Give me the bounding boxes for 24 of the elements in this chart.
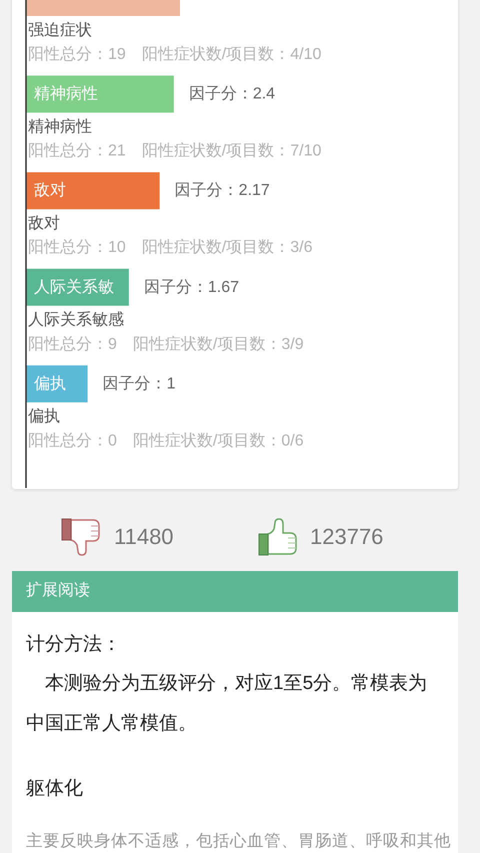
y-tick-label: 敌对 <box>28 214 60 232</box>
text: 本测验分为五级评分，对应1至5分。常模表为中国正常人常模值。 <box>26 672 428 736</box>
text: 11480 <box>114 524 174 550</box>
annotation: 阳性总分：10 阳性症状数/项目数：3/6 <box>28 238 313 256</box>
data-label: 因子分：2.4 <box>188 86 276 103</box>
data-label: 因子分：1.67 <box>144 278 240 296</box>
text: 扩展阅读 <box>26 581 90 601</box>
annotation: 阳性总分：21 阳性症状数/项目数：7/10 <box>28 142 322 160</box>
text: 123776 <box>310 524 384 550</box>
annotation: 阳性总分：19 阳性症状数/项目数：4/10 <box>28 45 322 63</box>
data-label: 因子分：1 <box>102 375 176 392</box>
y-tick-label: 强迫症状 <box>28 20 92 39</box>
bar <box>26 76 174 113</box>
annotation: 阳性总分：0 阳性症状数/项目数：0/6 <box>28 431 304 450</box>
annotation: 阳性总分：9 阳性症状数/项目数：3/9 <box>28 334 304 353</box>
text: 计分方法： <box>26 634 121 656</box>
y-tick-label: 偏执 <box>28 407 60 426</box>
bar <box>26 172 160 210</box>
y-tick-label: 精神病性 <box>28 117 92 136</box>
text: 主要反映身体不适感，包括心血管、胃肠道、呼吸和其他 <box>26 832 451 851</box>
annotation: 人际关系敏 <box>34 278 114 296</box>
text: 躯体化 <box>26 778 83 800</box>
y-tick-label: 人际关系敏感 <box>28 310 124 329</box>
data-label: 因子分：2.17 <box>174 182 270 200</box>
